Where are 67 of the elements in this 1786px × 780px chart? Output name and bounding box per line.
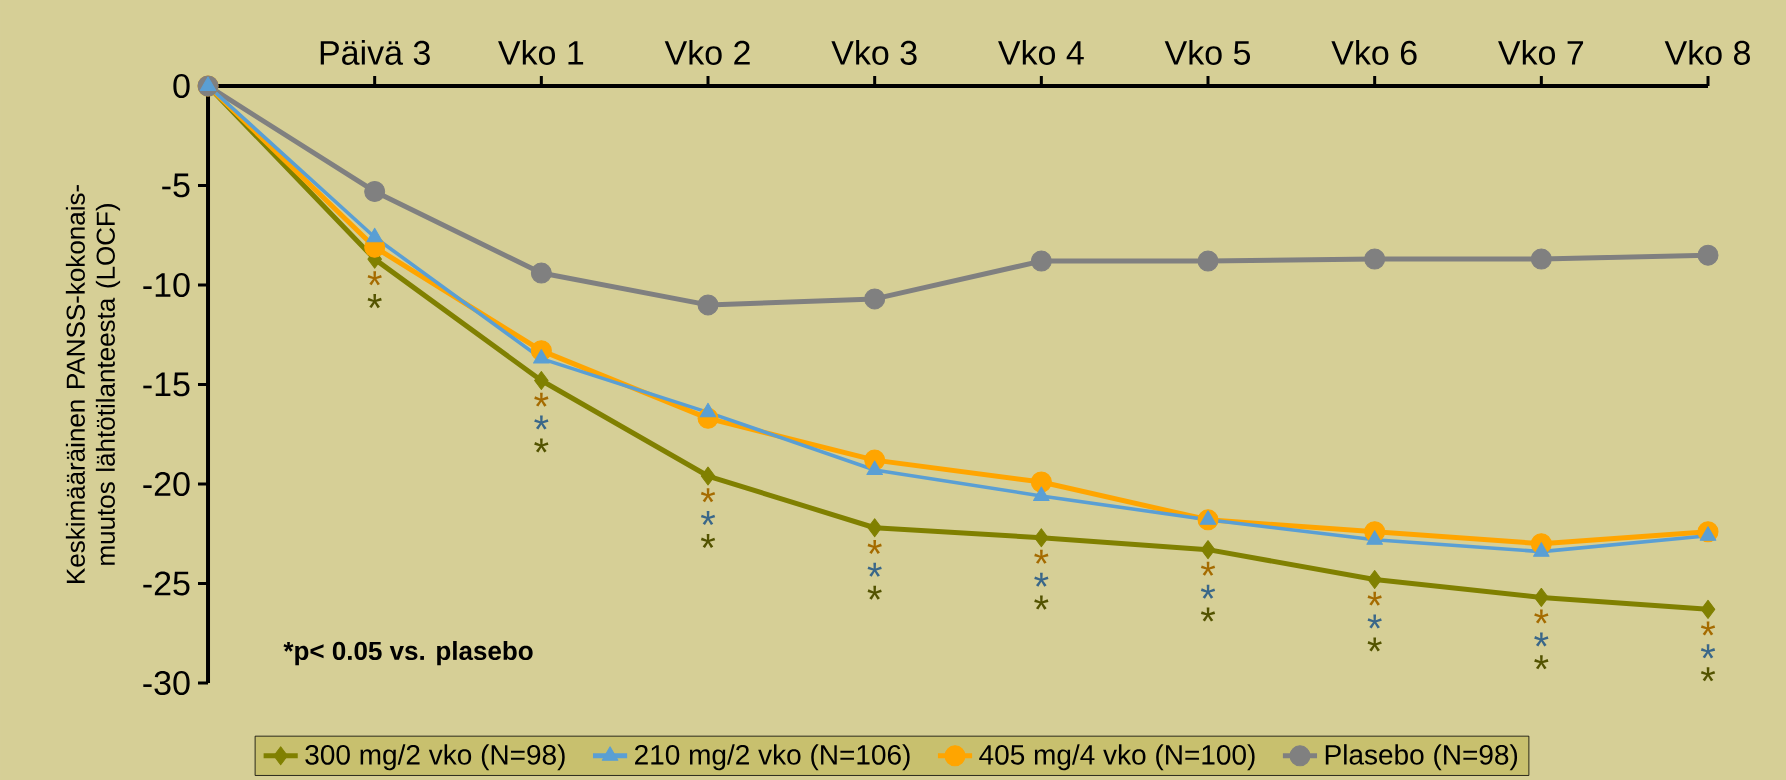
point	[697, 294, 719, 316]
x-tick-label: Vko 8	[1664, 39, 1750, 65]
point	[1034, 528, 1049, 548]
y-tick-label: -25	[143, 571, 190, 596]
point	[1534, 587, 1549, 607]
annotation: *	[1034, 595, 1049, 610]
annotation: *	[1700, 621, 1716, 636]
x-tick-label: Päivä 3	[320, 39, 430, 65]
point	[1030, 250, 1052, 272]
annotation: *	[867, 562, 882, 577]
point	[700, 466, 716, 486]
x-tick-label: Vko 4	[998, 39, 1084, 65]
y-axis-title: Keskimääräinen PANSS-kokonais-muutos lähtötilanteesta (LOCF)	[65, 185, 121, 583]
point	[530, 262, 552, 284]
x-tick-label: Vko 7	[1498, 39, 1584, 65]
annotation: *	[1700, 644, 1716, 659]
point	[1530, 248, 1552, 270]
annotation: *	[534, 392, 549, 407]
annotation: *p< 0.05 vs. plasebo	[283, 641, 533, 666]
annotation: *	[534, 438, 549, 453]
annotation: *	[1534, 655, 1549, 670]
point	[1697, 244, 1719, 266]
legend-label: 300 mg/2 vko (N=98)	[305, 744, 565, 771]
point	[867, 518, 882, 538]
point	[1200, 540, 1216, 560]
point	[1700, 599, 1716, 619]
point	[1197, 250, 1219, 272]
x-tick-label: Vko 3	[831, 39, 917, 65]
legend-label: 210 mg/2 vko (N=106)	[635, 744, 910, 771]
annotation: *	[700, 533, 716, 548]
annotation: *	[700, 488, 716, 503]
point	[1030, 471, 1052, 493]
annotation: *	[1534, 632, 1549, 647]
legend-label: Plasebo (N=98)	[1325, 744, 1518, 771]
y-tick-label: -30	[143, 670, 190, 696]
x-tick-label: Vko 6	[1331, 39, 1417, 65]
annotation: *	[1200, 607, 1216, 622]
y-tick-label: -10	[143, 272, 190, 298]
point	[364, 180, 386, 202]
annotation: *	[1034, 572, 1049, 587]
y-tick-label: 0	[173, 73, 190, 99]
point	[534, 371, 549, 391]
annotation: *	[1534, 609, 1549, 624]
annotation: *	[867, 585, 882, 600]
legend-label: 405 mg/4 vko (N=100)	[979, 744, 1255, 771]
annotation: *	[1034, 549, 1049, 564]
x-tick-label: Vko 1	[498, 39, 584, 65]
x-tick-label: Vko 5	[1164, 39, 1251, 65]
point	[1367, 570, 1382, 589]
annotation: *	[1200, 584, 1216, 599]
annotation: *	[1367, 637, 1382, 652]
point	[1364, 248, 1386, 270]
annotation: *	[1367, 614, 1382, 629]
x-tick-label: Vko 2	[664, 39, 750, 65]
annotation: *	[1700, 667, 1716, 682]
annotation: *	[1200, 561, 1216, 576]
annotation: *	[367, 271, 382, 286]
y-tick-label: -20	[143, 471, 190, 497]
point	[866, 460, 883, 476]
annotation: *	[867, 539, 882, 554]
point	[864, 288, 886, 310]
annotation: *	[1367, 591, 1382, 606]
annotation: *	[367, 294, 382, 309]
y-tick-label: -5	[162, 173, 190, 198]
annotation: *	[534, 415, 549, 430]
annotation: *	[700, 511, 716, 526]
y-tick-label: -15	[143, 372, 190, 397]
